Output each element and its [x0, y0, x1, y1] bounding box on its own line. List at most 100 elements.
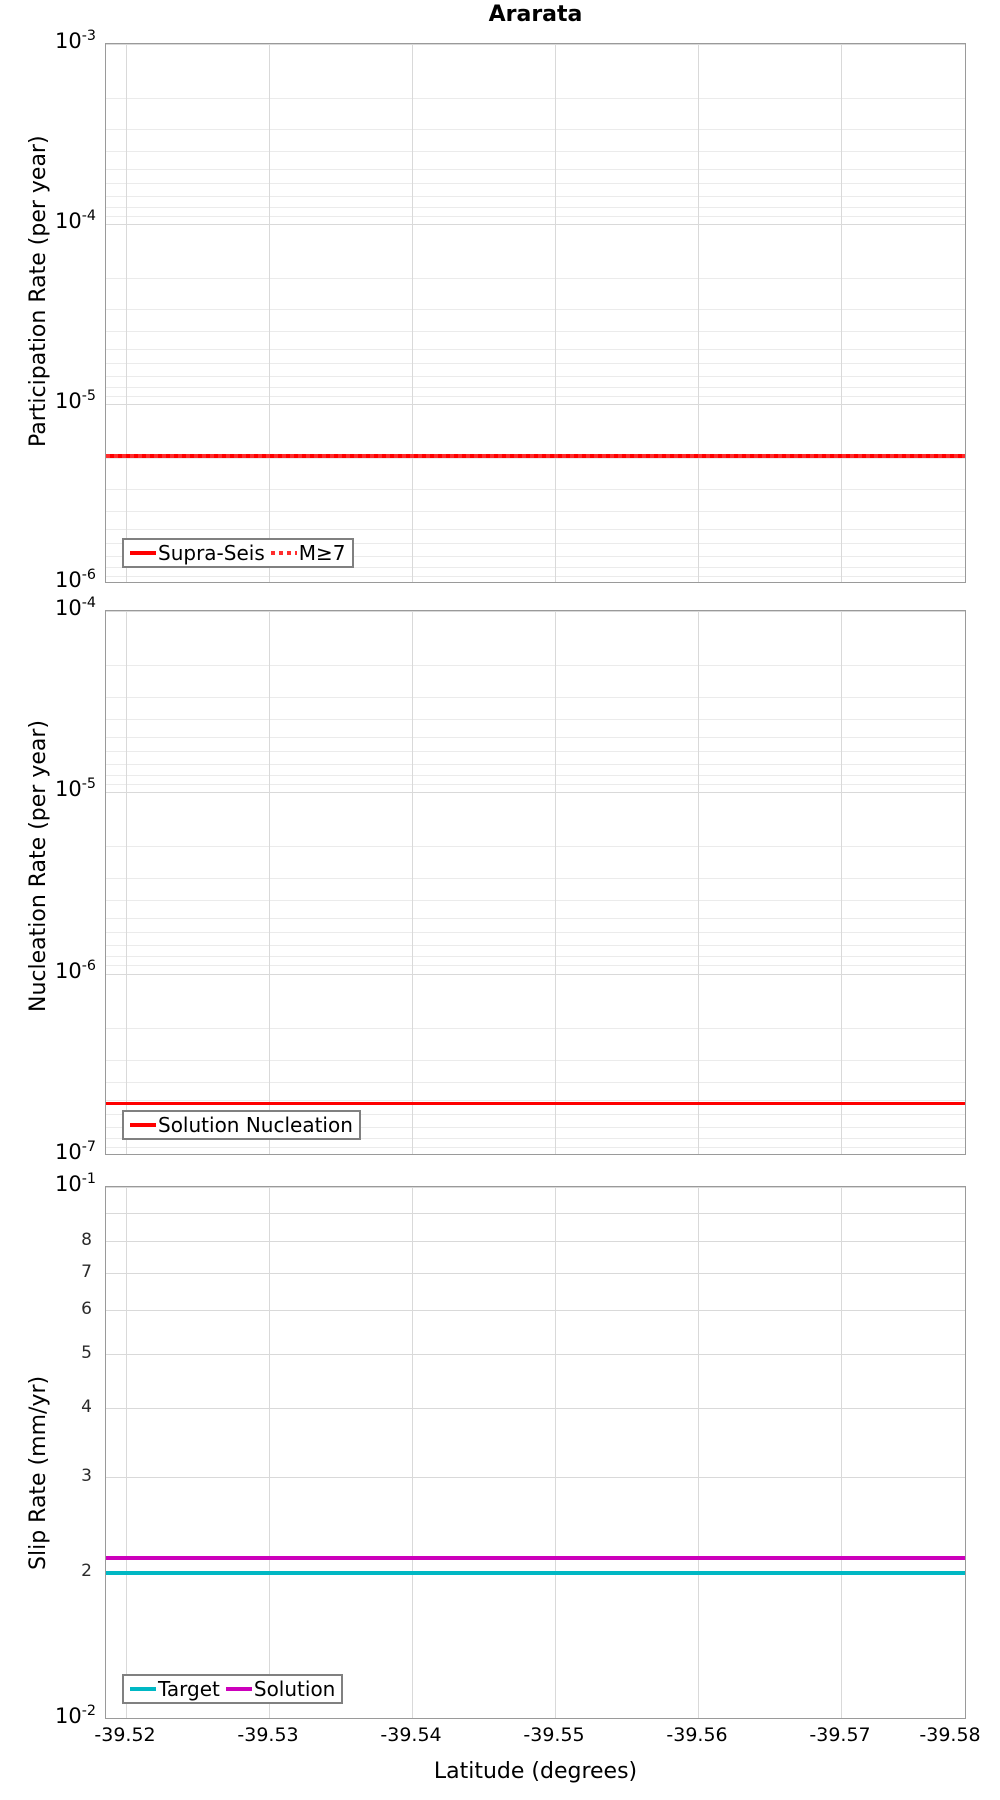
gridline-y-minor [106, 945, 965, 946]
gridline-y-minor [106, 387, 965, 388]
ytick-label-p1-1e-5: 10-5 [55, 388, 96, 413]
gridline-y-minor [106, 697, 965, 698]
xtick-label-3: -39.54 [380, 1724, 442, 1746]
ytick-label-p3-4: 4 [81, 1397, 92, 1417]
gridline-x [126, 44, 127, 582]
gridline-y-minor [106, 576, 965, 577]
xtick-label-6: -39.57 [809, 1724, 871, 1746]
ytick-label-p3-1e-2: 10-2 [55, 1703, 96, 1728]
ylabel-nucleation-rate: Nucleation Rate (per year) [26, 720, 51, 1012]
legend-label-m-ge-7: M≥7 [298, 541, 346, 565]
legend-line-icon-solution-nucleation [130, 1123, 156, 1127]
gridline-y-minor [106, 396, 965, 397]
legend-item-m-ge-7[interactable]: M≥7 [270, 541, 346, 565]
series-solution [106, 1556, 965, 1560]
gridline-x [555, 44, 556, 582]
gridline-x [555, 1187, 556, 1718]
gridline-y-major [106, 1187, 965, 1188]
legend-panel-nucleation[interactable]: Solution Nucleation [122, 1110, 361, 1140]
figure-title: Ararata [488, 2, 583, 27]
gridline-x [412, 44, 413, 582]
gridline-y-minor-7 [106, 1273, 965, 1274]
gridline-x [269, 1187, 270, 1718]
gridline-y-minor [106, 1082, 965, 1083]
legend-label-target: Target [158, 1677, 220, 1701]
legend-item-solution[interactable]: Solution [225, 1677, 336, 1701]
gridline-y-minor [106, 1114, 965, 1115]
gridline-y-minor [106, 511, 965, 512]
gridline-y-major [106, 792, 965, 793]
legend-panel-participation[interactable]: Supra-Seis M≥7 [122, 538, 354, 568]
legend-item-solution-nucleation[interactable]: Solution Nucleation [130, 1113, 353, 1137]
legend-line-icon-solution [225, 1687, 252, 1691]
gridline-x [841, 611, 842, 1154]
series-target [106, 1571, 965, 1575]
legend-item-supra-seis[interactable]: Supra-Seis [130, 541, 271, 565]
gridline-y-major [106, 404, 965, 405]
gridline-y-major [106, 974, 965, 975]
xlabel-latitude: Latitude (degrees) [433, 1759, 638, 1784]
legend-label-supra-seis: Supra-Seis [158, 541, 265, 565]
gridline-y-minor [106, 349, 965, 350]
gridline-y-minor [106, 543, 965, 544]
panel-nucleation-rate: Solution Nucleation [105, 610, 966, 1155]
ytick-label-p3-1e-1: 10-1 [55, 1171, 96, 1196]
gridline-y-minor [106, 918, 965, 919]
panel-slip-rate: Target Solution [105, 1186, 966, 1719]
gridline-x [698, 44, 699, 582]
gridline-y-minor [106, 129, 965, 130]
gridline-y-minor [106, 737, 965, 738]
gridline-x [698, 1187, 699, 1718]
legend-item-target[interactable]: Target [130, 1677, 226, 1701]
gridline-y-major [106, 611, 965, 612]
gridline-y-minor [106, 878, 965, 879]
gridline-y-major [106, 44, 965, 45]
gridline-y-minor [106, 207, 965, 208]
ytick-label-p3-8: 8 [81, 1230, 92, 1250]
gridline-y-minor [106, 932, 965, 933]
gridline-x [698, 611, 699, 1154]
gridline-y-minor [106, 665, 965, 666]
legend-panel-slip-rate[interactable]: Target Solution [122, 1674, 344, 1704]
gridline-y-minor [106, 151, 965, 152]
gridline-y-minor [106, 376, 965, 377]
gridline-x [412, 1187, 413, 1718]
gridline-y-minor [106, 169, 965, 170]
gridline-y-minor [106, 965, 965, 966]
gridline-y-minor [106, 98, 965, 99]
gridline-x [841, 44, 842, 582]
ytick-label-p1-1e-4: 10-4 [55, 208, 96, 233]
gridline-y-minor-6 [106, 1310, 965, 1311]
gridline-y-minor-4 [106, 1408, 965, 1409]
gridline-y-minor [106, 784, 965, 785]
legend-line-icon-target [130, 1687, 156, 1691]
gridline-y-minor [106, 1060, 965, 1061]
ytick-label-p3-5: 5 [81, 1343, 92, 1363]
series-m-ge-7 [106, 454, 965, 458]
legend-line-icon-supra-seis [130, 551, 156, 555]
xtick-label-7: -39.58 [919, 1724, 981, 1746]
gridline-y-minor [106, 719, 965, 720]
gridline-y-minor [106, 556, 965, 557]
ytick-label-p3-2: 2 [81, 1561, 92, 1581]
ytick-label-p2-1e-7: 10-7 [55, 1139, 96, 1164]
series-solution-nucleation [106, 1102, 965, 1105]
gridline-y-minor [106, 458, 965, 459]
gridline-y-minor [106, 183, 965, 184]
gridline-y-minor [106, 331, 965, 332]
legend-label-solution: Solution [253, 1677, 336, 1701]
ytick-label-p1-1e-6: 10-6 [55, 567, 96, 592]
gridline-y-minor [106, 1138, 965, 1139]
gridline-y-minor [106, 751, 965, 752]
ytick-label-p2-1e-5: 10-5 [55, 776, 96, 801]
gridline-y-minor [106, 489, 965, 490]
gridline-x [555, 611, 556, 1154]
ylabel-slip-rate: Slip Rate (mm/yr) [26, 1375, 51, 1570]
gridline-y-minor [106, 775, 965, 776]
gridline-x [126, 1187, 127, 1718]
gridline-y-minor [106, 1100, 965, 1101]
ytick-label-p2-1e-4: 10-4 [55, 595, 96, 620]
gridline-y-minor [106, 1147, 965, 1148]
gridline-y-minor [106, 764, 965, 765]
